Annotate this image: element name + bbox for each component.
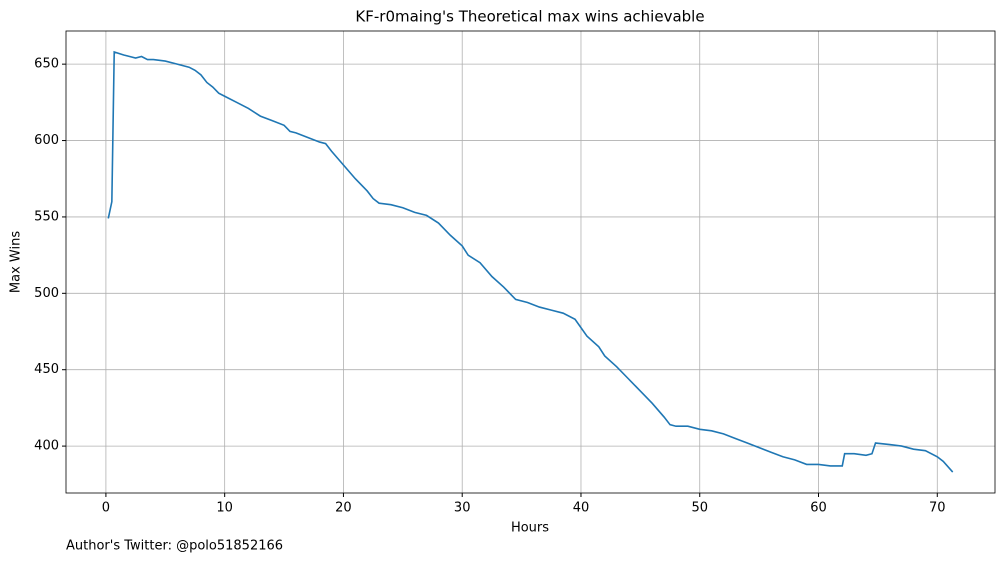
x-tick-label: 40 xyxy=(573,501,590,516)
y-axis-label: Max Wins xyxy=(9,231,24,293)
x-axis-label: Hours xyxy=(511,521,549,536)
x-tick-label: 50 xyxy=(691,501,708,516)
x-tick-label: 60 xyxy=(810,501,827,516)
data-line xyxy=(107,50,954,473)
x-tick-label: 10 xyxy=(216,501,233,516)
y-tick-label: 400 xyxy=(34,439,59,454)
y-tick-label: 650 xyxy=(34,57,59,72)
footnote: Author's Twitter: @polo51852166 xyxy=(66,539,283,554)
x-tick-label: 30 xyxy=(454,501,471,516)
x-tick-label: 0 xyxy=(102,501,110,516)
x-tick-label: 70 xyxy=(929,501,946,516)
y-tick-label: 600 xyxy=(34,133,59,148)
y-tick-label: 500 xyxy=(34,286,59,301)
y-tick-label: 550 xyxy=(34,209,59,224)
x-tick-label: 20 xyxy=(335,501,352,516)
y-tick-label: 450 xyxy=(34,362,59,377)
chart-title: KF-r0maing's Theoretical max wins achiev… xyxy=(355,8,704,26)
plot-frame xyxy=(65,30,996,494)
